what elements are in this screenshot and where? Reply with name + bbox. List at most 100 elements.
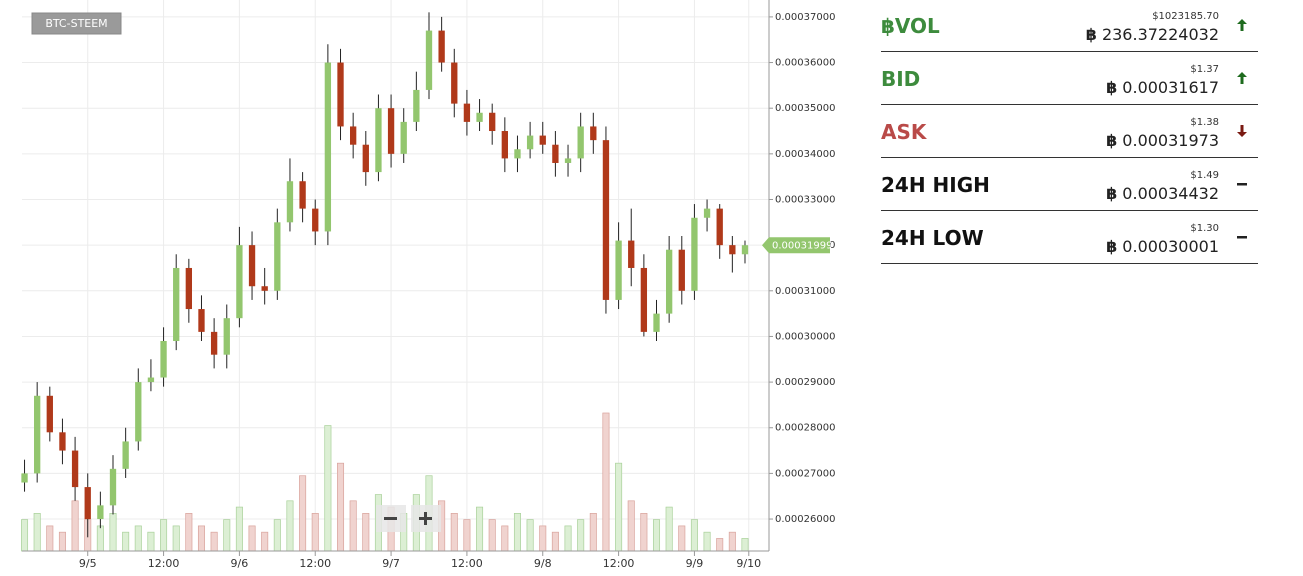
volume-bar <box>564 525 572 552</box>
candle-body <box>577 126 584 159</box>
trend-icon <box>1236 177 1248 196</box>
volume-bar <box>450 513 458 552</box>
candle-body <box>261 286 268 291</box>
volume-bar <box>728 531 736 552</box>
trend-icon <box>1236 18 1248 37</box>
trend-up-icon <box>1237 72 1247 84</box>
volume-bar <box>172 525 180 552</box>
volume-bar <box>71 500 79 552</box>
volume-bar <box>58 531 66 552</box>
y-tick-label: 0.00030000 <box>775 331 835 342</box>
candle-body <box>501 131 508 159</box>
candle-body <box>400 121 407 154</box>
stat-row: ฿VOL $1023185.70 ฿ 236.37224032 <box>881 0 1258 52</box>
candle-body <box>160 341 167 378</box>
stat-btc-value: 0.00031617 <box>1122 78 1219 97</box>
candle-body <box>59 432 66 451</box>
y-tick-label: 0.00033000 <box>775 194 835 205</box>
candle-body <box>665 249 673 314</box>
candle-body <box>640 267 648 332</box>
volume-bar <box>122 531 130 552</box>
stat-btc-value: 236.37224032 <box>1101 25 1219 44</box>
candle-body <box>84 487 91 520</box>
x-tick-label: 9/6 <box>231 557 249 570</box>
candle-body <box>716 208 723 246</box>
candle-body <box>286 181 294 223</box>
volume-bar <box>109 513 117 552</box>
volume-bar <box>46 525 54 552</box>
volume-bar <box>96 525 104 552</box>
candle-body <box>438 30 445 63</box>
volume-bar <box>160 519 168 552</box>
trend-icon <box>1236 71 1248 90</box>
candle-body <box>678 249 685 291</box>
stat-row: BID $1.37 ฿ 0.00031617 <box>881 53 1258 105</box>
x-tick-label: 12:00 <box>451 557 483 570</box>
y-tick-label: 0.00035000 <box>775 103 835 114</box>
stat-btc: ฿ 0.00034432 <box>1106 184 1219 203</box>
candle-body <box>337 62 344 127</box>
volume-bar <box>286 500 294 552</box>
y-tick-label: 0.00026000 <box>775 514 835 525</box>
stat-row: ASK $1.38 ฿ 0.00031973 <box>881 106 1258 158</box>
candle-body <box>274 222 281 291</box>
volume-bar <box>337 462 345 552</box>
x-tick-label: 12:00 <box>148 557 180 570</box>
chart: 0.00026000 0.00027000 0.00028000 0.00029000… <box>21 0 835 570</box>
volume-bar <box>513 513 521 552</box>
volume-bar <box>602 412 610 552</box>
volume-bar <box>501 525 509 552</box>
candle-body <box>653 313 660 332</box>
candle-body <box>526 135 534 150</box>
candle-body <box>590 126 597 141</box>
currency-symbol: ฿ <box>1106 78 1118 97</box>
volume-bar <box>324 425 332 552</box>
pair-label: BTC-STEEM <box>45 17 107 30</box>
volume-bar <box>349 500 357 552</box>
candle-body <box>703 208 711 218</box>
candle-body <box>34 395 41 474</box>
volume-bar <box>652 519 661 552</box>
candle-body <box>349 126 357 145</box>
candle-body <box>299 181 306 209</box>
stat-btc-value: 0.00031973 <box>1122 131 1219 150</box>
zoom-in-button[interactable] <box>411 505 441 532</box>
y-tick-label: 0.00031000 <box>775 286 835 297</box>
candle-body <box>628 240 635 268</box>
volume-bar <box>248 525 256 552</box>
stat-btc: ฿ 0.00031617 <box>1106 78 1219 97</box>
volume-bar <box>197 525 205 552</box>
volume-bar <box>526 519 534 552</box>
trend-icon <box>1236 124 1248 143</box>
candle-body <box>198 309 205 332</box>
trend-flat-icon <box>1237 183 1247 186</box>
candle-body <box>691 217 698 291</box>
trend-icon <box>1236 230 1248 249</box>
candle-body <box>425 30 433 90</box>
candle-body <box>173 267 180 342</box>
volume-bar <box>273 519 281 552</box>
stat-label: 24H HIGH <box>881 173 990 197</box>
candle-body <box>97 505 104 520</box>
stat-usd: $1.37 <box>1190 64 1219 75</box>
volume-bar <box>551 531 559 552</box>
y-tick-label: 0.00028000 <box>775 423 835 434</box>
candle-body <box>729 245 736 255</box>
y-tick-label: 0.00034000 <box>775 149 835 160</box>
candle-body <box>615 240 622 300</box>
volume-bar <box>716 538 724 552</box>
candle-body <box>741 245 749 255</box>
candle-body <box>463 103 471 122</box>
x-tick-label: 9/10 <box>736 557 761 570</box>
stat-usd: $1.49 <box>1190 170 1219 181</box>
volume-bar <box>311 513 319 552</box>
volume-bar <box>741 538 749 552</box>
candle-body <box>248 245 256 287</box>
currency-symbol: ฿ <box>1106 184 1118 203</box>
trend-down-icon <box>1237 125 1247 137</box>
volume-bar <box>463 519 471 552</box>
volume-bar <box>488 519 496 552</box>
zoom-out-button[interactable] <box>376 505 406 532</box>
trend-flat-icon <box>1237 236 1247 239</box>
volume-bar <box>539 525 547 552</box>
